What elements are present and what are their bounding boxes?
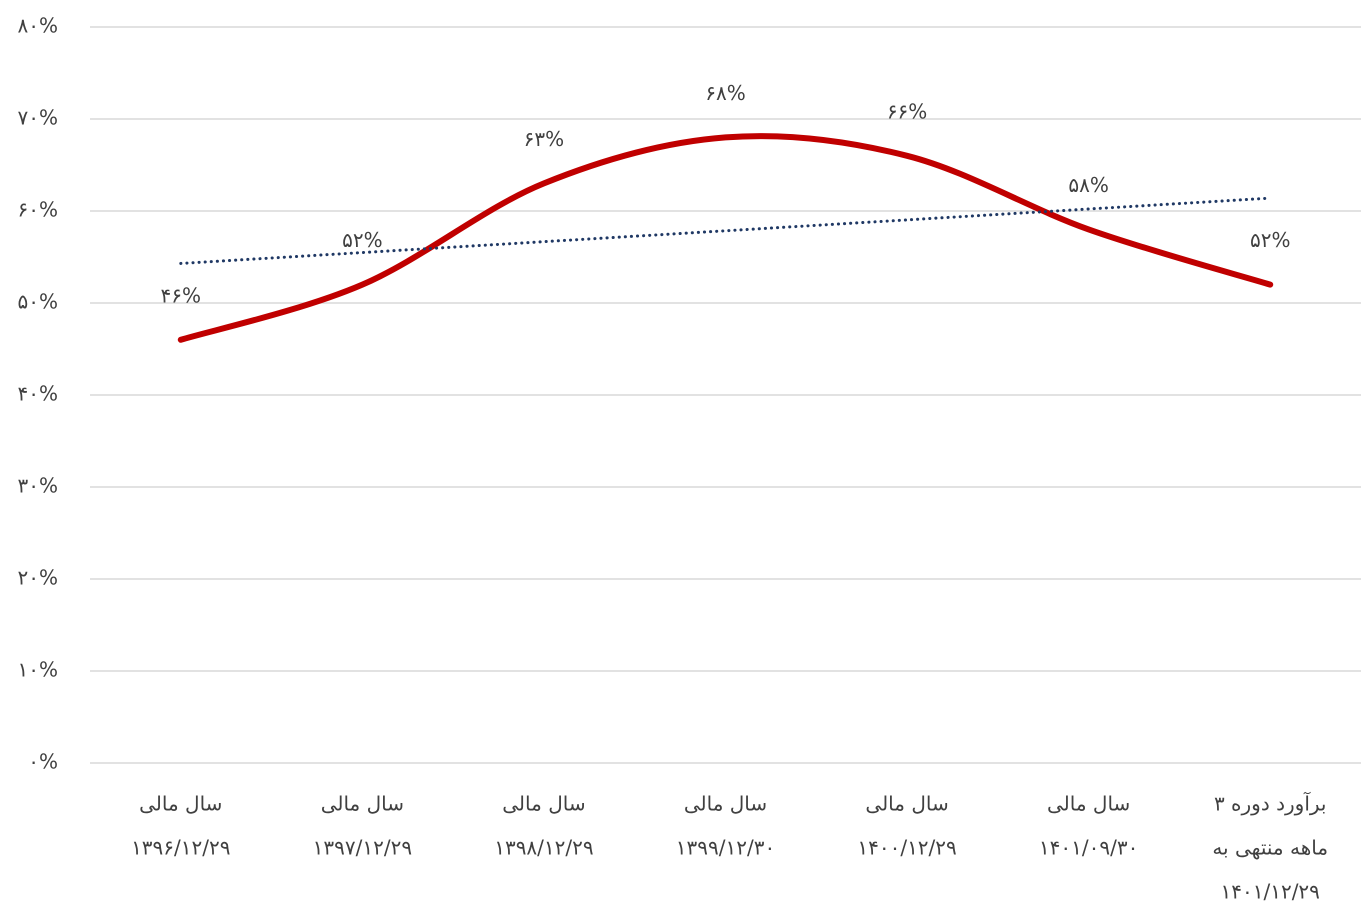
data-label: ۶۳% (524, 127, 565, 151)
trendline (179, 196, 1272, 265)
x-tick-label: ۱۳۹۶/۱۲/۲۹ (131, 836, 230, 860)
y-tick-label: ۴۰% (18, 382, 59, 406)
x-tick-label: برآورد دوره ۳ (1214, 791, 1327, 816)
x-tick-label: سال مالی (865, 792, 948, 816)
x-tick-label: سال مالی (139, 792, 222, 816)
x-tick-label: ۱۳۹۷/۱۲/۲۹ (313, 836, 412, 860)
x-tick-label: سال مالی (502, 792, 585, 816)
x-tick-label: سال مالی (1047, 792, 1130, 816)
y-tick-label: ۸۰% (18, 14, 59, 38)
x-tick-label: ماهه منتهی به (1212, 836, 1328, 860)
x-tick-label: ۱۴۰۰/۱۲/۲۹ (857, 836, 956, 860)
y-tick-label: ۵۰% (18, 290, 59, 314)
y-tick-label: ۶۰% (18, 198, 59, 222)
data-label: ۵۸% (1068, 173, 1109, 197)
y-tick-label: ۳۰% (18, 474, 59, 498)
data-label: ۴۶% (161, 283, 202, 307)
y-tick-label: ۷۰% (18, 106, 59, 130)
x-tick-label: ۱۳۹۹/۱۲/۳۰ (676, 836, 775, 860)
x-tick-label: سال مالی (684, 792, 767, 816)
y-tick-label: ۱۰% (18, 658, 59, 682)
data-label: ۶۶% (887, 99, 928, 123)
x-tick-label: ۱۴۰۱/۱۲/۲۹ (1221, 880, 1320, 904)
y-tick-label: ۲۰% (18, 566, 59, 590)
data-label: ۵۲% (1250, 228, 1291, 252)
data-label: ۶۸% (705, 81, 746, 105)
data-line (177, 133, 1274, 343)
x-tick-label: ۱۳۹۸/۱۲/۲۹ (494, 836, 593, 860)
x-tick-label: ۱۴۰۱/۰۹/۳۰ (1039, 836, 1138, 860)
data-label: ۵۲% (342, 228, 383, 252)
x-tick-label: سال مالی (321, 792, 404, 816)
y-tick-label: ۰% (28, 750, 58, 774)
